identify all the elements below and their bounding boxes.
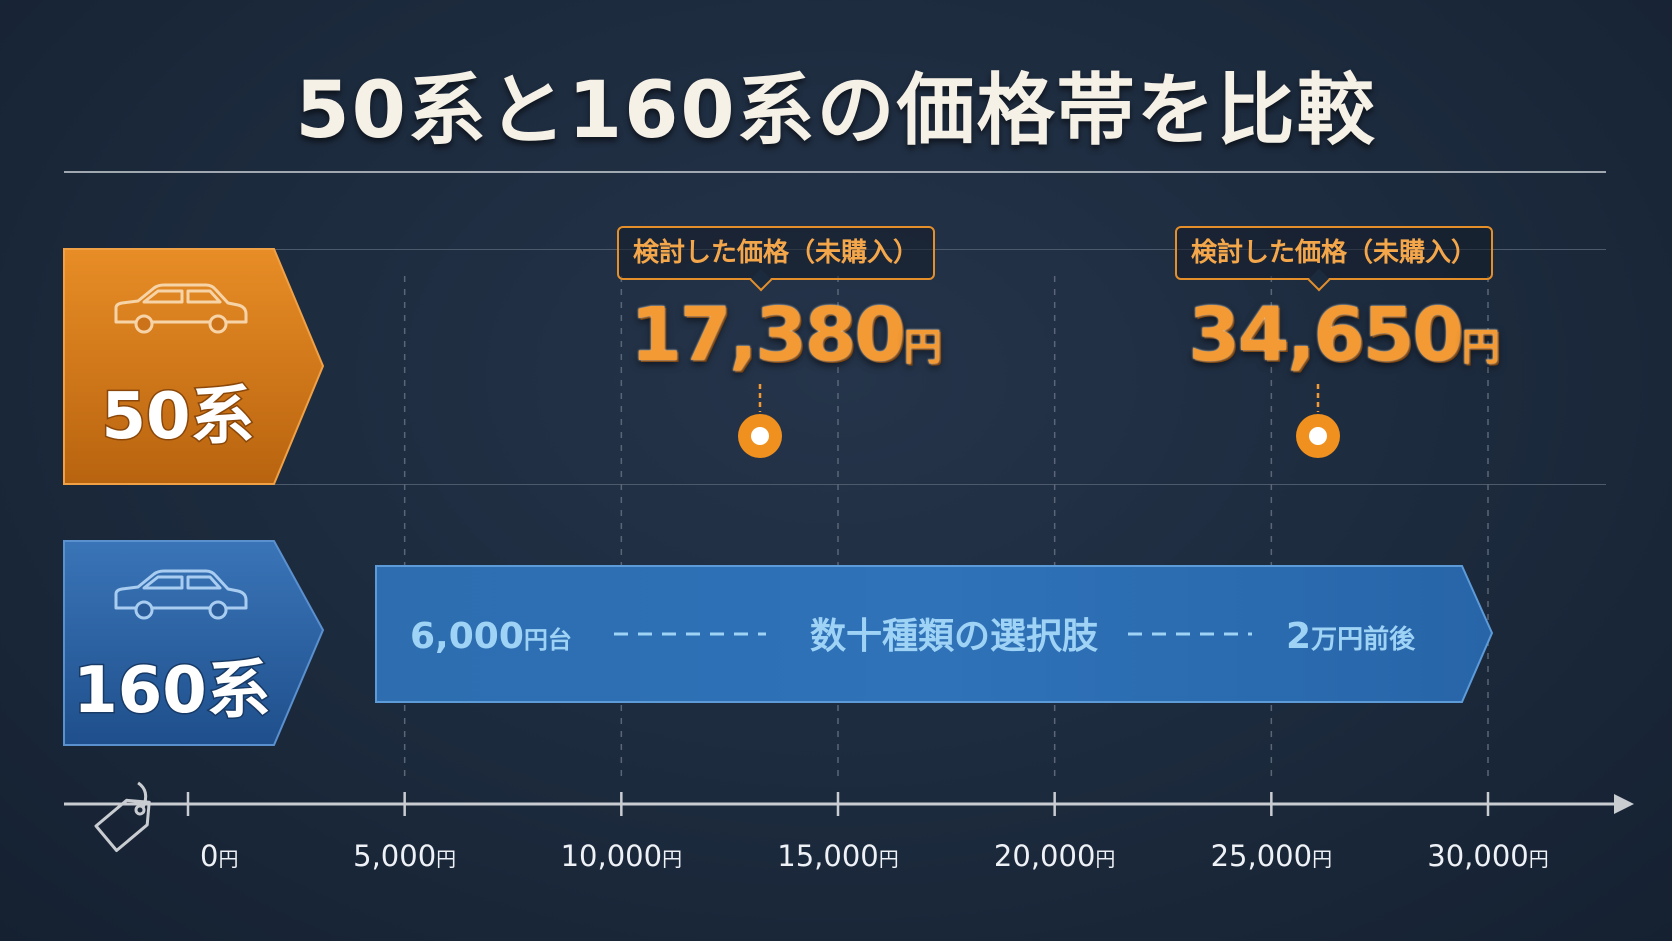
x-axis-arrow [1614,794,1634,814]
series-50-points [738,384,1340,458]
x-tick-label: 0円 [200,839,238,873]
car-icon [114,569,248,620]
range-end: 2万円前後 [1286,616,1416,657]
x-axis [64,781,1634,853]
series-160-label-shape [63,540,325,746]
point-marker-center [1309,427,1327,445]
price-number: 34,650 [1188,292,1464,378]
series-label-50: 50系 [63,248,325,485]
car-icon [114,283,248,334]
range-bar-shape [375,565,1494,703]
x-tick-label: 10,000円 [561,839,682,873]
callout-label: 検討した価格（未購入） [1175,226,1493,280]
price-value: 34,650円 [1144,292,1544,378]
row-divider-middle [64,484,1606,485]
x-tick-label: 25,000円 [1211,839,1332,873]
range-middle: 数十種類の選択肢 [810,616,1099,657]
x-tick-label: 15,000円 [777,839,898,873]
chart-title: 50系と160系の価格帯を比較 [295,66,1377,156]
series-50-label: 50系 [101,380,254,454]
x-tick-label: 20,000円 [994,839,1115,873]
range-bar-160: 6,000円台 数十種類の選択肢 2万円前後 [375,565,1494,703]
x-axis-ticks: 0円 5,000円 10,000円 15,000円 20,000円 25,000円 30,0… [186,792,1549,873]
point-marker-center [751,427,769,445]
series-160-label: 160系 [73,654,271,728]
price-unit: 円 [903,325,942,369]
price-value: 17,380円 [586,292,986,378]
x-tick-label: 30,000円 [1427,839,1548,873]
price-unit: 円 [1461,325,1500,369]
series-50-label-shape [63,248,325,485]
title-divider [64,171,1606,173]
price-number: 17,380 [630,292,906,378]
series-label-160: 160系 [63,540,325,746]
x-tick-label: 5,000円 [353,839,456,873]
price-tag-icon [94,781,151,853]
callout-label: 検討した価格（未購入） [617,226,935,280]
range-start: 6,000円台 [410,616,572,657]
